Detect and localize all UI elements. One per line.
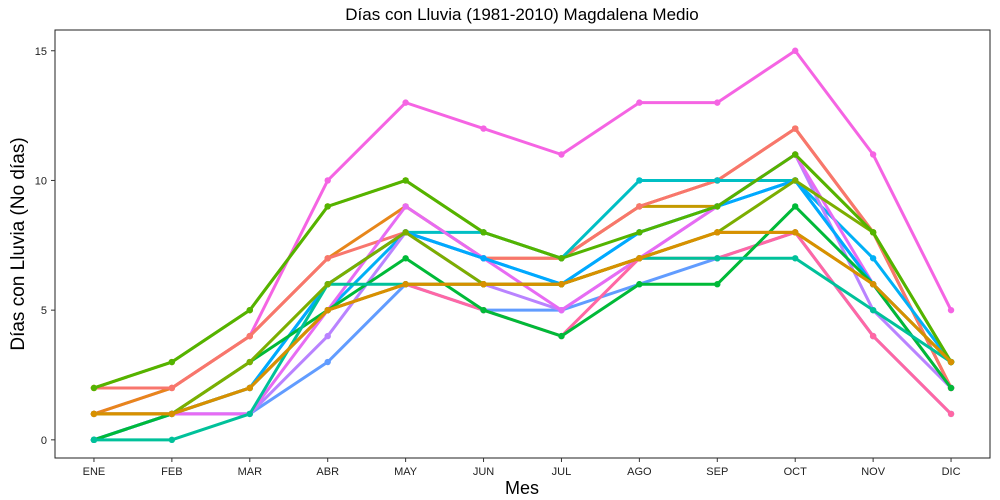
series-line: [92, 153, 953, 390]
data-point: [246, 358, 253, 366]
data-point: [947, 358, 955, 366]
data-point: [324, 203, 331, 210]
data-point: [869, 255, 877, 262]
x-tick-label: JUN: [473, 466, 494, 478]
data-point: [480, 229, 487, 236]
data-point: [168, 384, 176, 392]
data-point: [869, 281, 877, 288]
data-point: [90, 436, 98, 444]
data-point: [324, 281, 331, 288]
data-point: [402, 229, 409, 236]
x-tick-label: OCT: [784, 466, 808, 478]
data-point: [168, 436, 176, 444]
data-point: [792, 125, 799, 132]
y-tick-label: 0: [41, 435, 47, 447]
data-point: [558, 306, 565, 314]
data-point: [480, 306, 487, 314]
data-point: [480, 125, 487, 132]
data-point: [480, 281, 487, 288]
data-point: [90, 410, 98, 418]
data-point: [324, 255, 331, 262]
data-point: [869, 306, 877, 314]
data-point: [792, 47, 799, 54]
data-point: [402, 177, 409, 184]
data-point: [869, 332, 877, 340]
data-point: [324, 332, 331, 340]
data-point: [792, 151, 799, 158]
x-axis-title: Mes: [505, 478, 539, 498]
data-point: [714, 229, 721, 236]
x-tick-label: NOV: [861, 466, 886, 478]
y-axis-title: Días con Lluvia (No días): [8, 137, 29, 350]
data-point: [324, 177, 331, 184]
data-point: [947, 410, 955, 418]
data-point: [636, 203, 643, 210]
x-tick-label: MAR: [238, 466, 263, 478]
data-point: [324, 306, 331, 314]
data-point: [558, 255, 565, 262]
series-line: [92, 127, 953, 390]
x-tick-label: JUL: [552, 466, 572, 478]
series-line: [92, 230, 953, 416]
data-point: [869, 229, 877, 236]
data-point: [869, 151, 877, 158]
data-point: [558, 332, 565, 340]
x-tick-label: FEB: [161, 466, 182, 478]
data-point: [714, 203, 721, 210]
data-point: [402, 99, 409, 106]
y-tick-label: 5: [41, 305, 47, 317]
x-tick-label: DIC: [942, 466, 961, 478]
data-point: [714, 99, 721, 106]
series-layer: [90, 47, 955, 444]
y-tick-label: 10: [35, 175, 47, 187]
data-point: [558, 281, 565, 288]
data-point: [324, 358, 331, 366]
data-point: [636, 255, 643, 262]
data-point: [714, 281, 721, 288]
data-point: [246, 410, 253, 418]
data-point: [714, 255, 721, 262]
data-point: [402, 281, 409, 288]
data-point: [402, 255, 409, 262]
series-17: [90, 229, 955, 418]
data-point: [246, 306, 253, 314]
data-point: [168, 358, 176, 366]
data-point: [90, 384, 98, 392]
chart-title: Días con Lluvia (1981-2010) Magdalena Me…: [345, 5, 698, 24]
x-tick-label: MAY: [394, 466, 418, 478]
data-point: [246, 384, 253, 392]
data-point: [792, 203, 799, 210]
y-axis: 0 5 10 15: [35, 46, 55, 447]
y-tick-label: 15: [35, 46, 47, 58]
x-tick-label: SEP: [706, 466, 728, 478]
data-point: [636, 229, 643, 236]
data-point: [947, 384, 955, 392]
data-point: [480, 255, 487, 262]
x-tick-label: ABR: [316, 466, 339, 478]
data-point: [792, 255, 799, 262]
data-point: [714, 177, 721, 184]
x-tick-label: ENE: [83, 466, 106, 478]
data-point: [636, 281, 643, 288]
data-point: [168, 410, 176, 418]
data-point: [636, 99, 643, 106]
data-point: [558, 151, 565, 158]
data-point: [792, 177, 799, 184]
data-point: [246, 332, 253, 340]
data-point: [402, 203, 409, 210]
data-point: [947, 306, 955, 314]
data-point: [636, 177, 643, 184]
data-point: [792, 229, 799, 236]
x-axis: ENE FEB MAR ABR MAY JUN JUL AGO SEP OCT NOV DIC: [83, 458, 961, 478]
x-tick-label: AGO: [627, 466, 652, 478]
